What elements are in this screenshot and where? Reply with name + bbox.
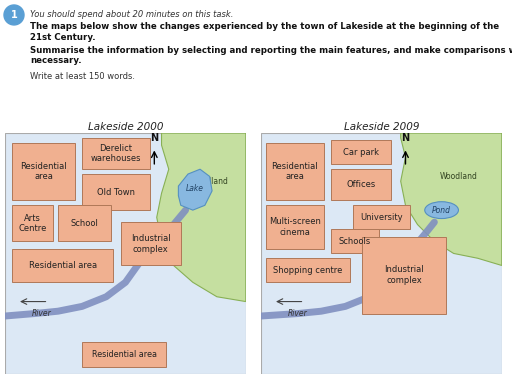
- Text: Offices: Offices: [346, 180, 376, 189]
- FancyBboxPatch shape: [82, 138, 150, 169]
- Text: Residential
area: Residential area: [271, 162, 318, 181]
- Polygon shape: [178, 169, 212, 210]
- Text: Write at least 150 words.: Write at least 150 words.: [30, 72, 135, 81]
- Text: River: River: [287, 309, 307, 318]
- FancyBboxPatch shape: [82, 343, 166, 367]
- Text: Woodland: Woodland: [191, 177, 228, 186]
- Title: Lakeside 2000: Lakeside 2000: [88, 122, 163, 132]
- Text: Derelict
warehouses: Derelict warehouses: [91, 144, 141, 163]
- Text: Schools: Schools: [339, 237, 371, 246]
- Text: Residential area: Residential area: [92, 350, 157, 359]
- FancyBboxPatch shape: [12, 248, 114, 282]
- Text: Pond: Pond: [432, 205, 451, 215]
- FancyBboxPatch shape: [362, 237, 446, 314]
- FancyBboxPatch shape: [12, 143, 75, 200]
- FancyBboxPatch shape: [58, 205, 111, 242]
- Text: N: N: [401, 133, 410, 143]
- Text: The maps below show the changes experienced by the town of Lakeside at the begin: The maps below show the changes experien…: [30, 22, 499, 41]
- Text: Multi-screen
cinema: Multi-screen cinema: [269, 217, 321, 237]
- Circle shape: [4, 5, 24, 25]
- Text: Summarise the information by selecting and reporting the main features, and make: Summarise the information by selecting a…: [30, 46, 512, 55]
- Text: 1: 1: [11, 10, 17, 20]
- Text: necessary.: necessary.: [30, 56, 81, 65]
- Text: Residential area: Residential area: [29, 261, 97, 270]
- Text: Industrial
complex: Industrial complex: [385, 265, 424, 285]
- Text: Old Town: Old Town: [97, 187, 135, 197]
- FancyBboxPatch shape: [331, 140, 391, 164]
- FancyBboxPatch shape: [266, 258, 350, 282]
- FancyBboxPatch shape: [353, 205, 410, 229]
- Text: Woodland: Woodland: [439, 172, 477, 181]
- Polygon shape: [401, 133, 502, 265]
- Text: Arts
Centre: Arts Centre: [18, 214, 47, 233]
- Text: You should spend about 20 minutes on this task.: You should spend about 20 minutes on thi…: [30, 10, 233, 20]
- FancyBboxPatch shape: [331, 169, 391, 200]
- FancyBboxPatch shape: [266, 205, 324, 248]
- Text: Lake: Lake: [186, 184, 204, 193]
- Text: Industrial
complex: Industrial complex: [131, 234, 170, 253]
- Text: Car park: Car park: [343, 148, 379, 157]
- FancyBboxPatch shape: [12, 205, 53, 242]
- FancyBboxPatch shape: [331, 229, 379, 253]
- Text: School: School: [71, 219, 98, 228]
- FancyBboxPatch shape: [82, 174, 150, 210]
- FancyBboxPatch shape: [261, 133, 502, 374]
- Text: Shopping centre: Shopping centre: [273, 266, 343, 275]
- FancyBboxPatch shape: [5, 133, 246, 374]
- Polygon shape: [157, 133, 246, 301]
- FancyBboxPatch shape: [266, 143, 324, 200]
- Text: University: University: [360, 213, 403, 222]
- Title: Lakeside 2009: Lakeside 2009: [344, 122, 419, 132]
- Text: N: N: [150, 133, 158, 143]
- FancyBboxPatch shape: [121, 222, 181, 265]
- Ellipse shape: [425, 202, 458, 218]
- Text: River: River: [31, 309, 51, 318]
- Text: Residential
area: Residential area: [20, 162, 67, 181]
